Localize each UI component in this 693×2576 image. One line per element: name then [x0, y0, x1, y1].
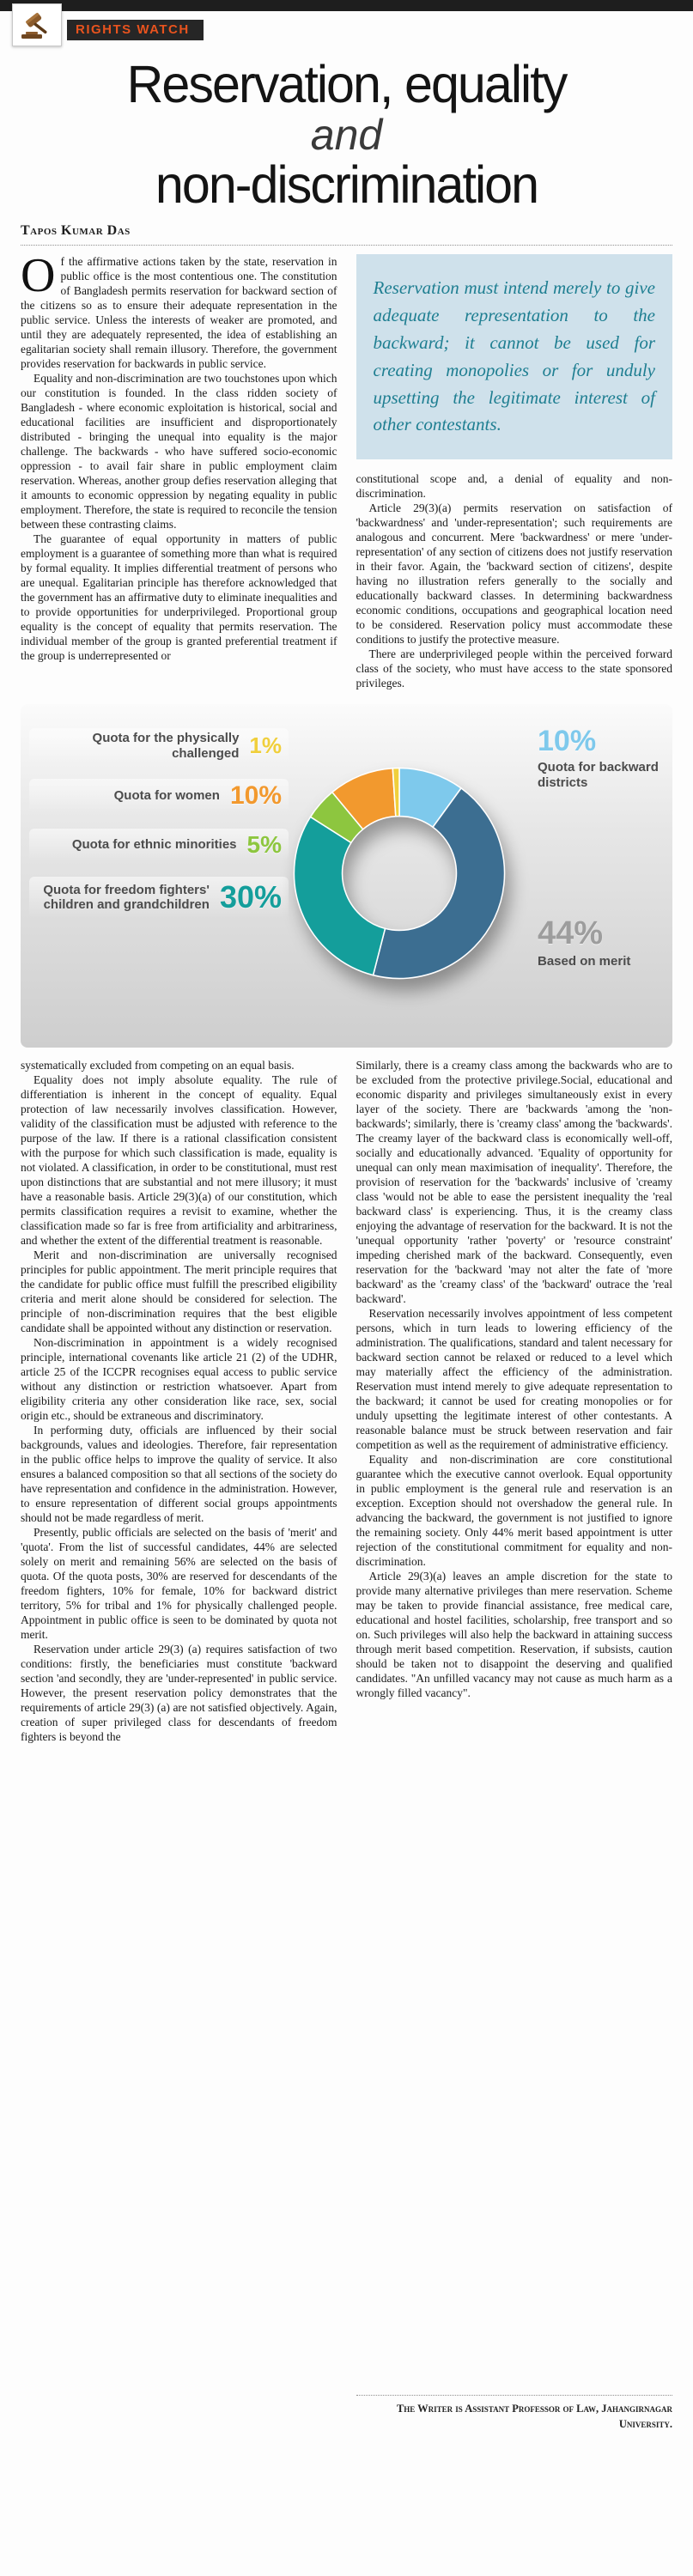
article-column-4: Similarly, there is a creamy class among…: [356, 1058, 673, 2432]
quota-chart-panel: Quota for the physically challenged 1% Q…: [21, 704, 672, 1048]
top-bar: [0, 0, 693, 11]
paragraph: Equality does not imply absolute equalit…: [21, 1073, 337, 1248]
article-column-3: systematically excluded from competing o…: [21, 1058, 337, 2432]
legend-item-backward-districts: 10% Quota for backward districts: [538, 725, 668, 790]
masthead: RIGHTS WATCH: [0, 0, 693, 56]
headline-line2: and: [310, 111, 383, 160]
paragraph: Merit and non-discrimination are univers…: [21, 1249, 337, 1335]
author-credit: The Writer is Assistant Professor of Law…: [356, 2395, 672, 2432]
headline: Reservation, equality and non-discrimina…: [21, 55, 672, 215]
paragraph: systematically excluded from competing o…: [21, 1059, 295, 1072]
legend-item-ethnic-minorities: Quota for ethnic minorities 5%: [29, 828, 289, 861]
legend-label: Based on merit: [538, 954, 631, 969]
section-badge: RIGHTS WATCH: [67, 20, 204, 40]
byline: Tapos Kumar Das: [21, 222, 131, 238]
paragraph: Article 29(3)(a) permits reservation on …: [356, 501, 673, 647]
legend-value: 1%: [249, 732, 282, 759]
paragraph: Equality and non-discrimination are two …: [21, 371, 337, 531]
article-column-2: Reservation must intend merely to give a…: [356, 253, 673, 690]
legend-label: Quota for backward districts: [538, 760, 659, 790]
legend-label: Quota for freedom fighters' children and…: [43, 882, 210, 912]
donut-chart: [293, 767, 506, 980]
legend-value: 10%: [538, 725, 597, 758]
legend-value: 44%: [538, 915, 604, 952]
article-column-4-text: Similarly, there is a creamy class among…: [356, 1058, 673, 1700]
legend-item-women: Quota for women 10%: [29, 778, 289, 813]
paragraph: constitutional scope and, a denial of eq…: [356, 472, 673, 501]
legend-label: Quota for the physically challenged: [92, 731, 240, 761]
paragraph: In performing duty, officials are influe…: [21, 1424, 337, 1525]
paragraph: The guarantee of equal opportunity in ma…: [21, 532, 337, 662]
legend-value: 5%: [246, 830, 282, 858]
legend-value: 10%: [229, 781, 282, 810]
chart-labels-left: Quota for the physically challenged 1% Q…: [29, 728, 289, 918]
paragraph: Equality and non-discrimination are core…: [356, 1453, 673, 1569]
legend-label: Quota for women: [113, 788, 220, 804]
byline-row: Tapos Kumar Das: [21, 223, 672, 246]
brand-row: RIGHTS WATCH: [0, 3, 693, 56]
pull-quote: Reservation must intend merely to give a…: [356, 253, 672, 460]
paragraph: Of the affirmative actions taken by the …: [21, 248, 337, 370]
legend-item-freedom-fighters: Quota for freedom fighters' children and…: [29, 876, 289, 918]
article-column-2-text: constitutional scope and, a denial of eq…: [356, 471, 673, 690]
paragraph: Similarly, there is a creamy class among…: [356, 1059, 673, 1306]
headline-line1: Reservation, equality: [126, 55, 568, 113]
gavel-logo: [12, 3, 62, 46]
section-label: RIGHTS WATCH: [76, 22, 190, 37]
legend-label: Quota for ethnic minorities: [71, 837, 237, 853]
paragraph: There are underprivileged people within …: [356, 647, 673, 690]
paragraph: Presently, public officials are selected…: [21, 1526, 337, 1642]
headline-line3: non-discrimination: [155, 155, 539, 215]
paragraph: Reservation under article 29(3) (a) requ…: [21, 1643, 337, 1744]
paragraph: Article 29(3)(a) leaves an ample discret…: [356, 1570, 673, 1700]
legend-value: 30%: [219, 878, 282, 914]
legend-item-merit: 44% Based on merit: [538, 915, 668, 969]
legend-item-physically-challenged: Quota for the physically challenged 1%: [29, 728, 289, 763]
paragraph: Reservation necessarily involves appoint…: [356, 1307, 673, 1452]
article-top-section: Of the affirmative actions taken by the …: [21, 248, 673, 690]
paragraph: Non-discrimination in appointment is a w…: [21, 1336, 337, 1423]
gavel-icon: [21, 12, 47, 39]
article-column-1: Of the affirmative actions taken by the …: [21, 248, 337, 690]
article-page: Reservation, equality and non-discrimina…: [0, 55, 693, 2432]
article-bottom-section: systematically excluded from competing o…: [21, 1058, 672, 2432]
